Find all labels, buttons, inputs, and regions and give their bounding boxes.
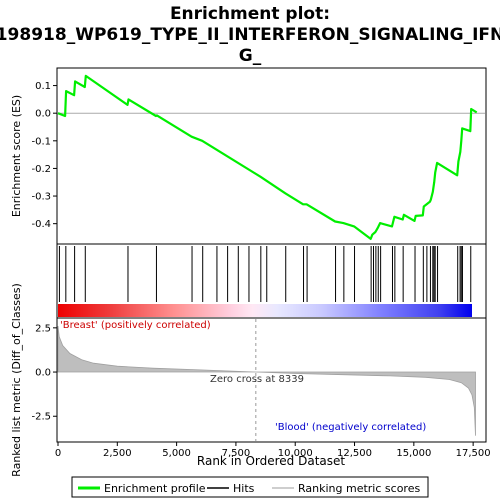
x-tick-label: 12,500 <box>337 448 372 459</box>
es-tick-label: -0.4 <box>31 219 51 230</box>
zero-cross-label: Zero cross at 8339 <box>210 374 304 385</box>
ranking-metric-series <box>57 326 476 436</box>
x-tick-label: 15,000 <box>396 448 431 459</box>
es-tick-label: -0.2 <box>31 164 51 175</box>
metric-panel <box>56 317 487 443</box>
x-tick-label: 5,000 <box>162 448 191 459</box>
es-tick-label: -0.3 <box>31 192 51 203</box>
negative-class-label: 'Blood' (negatively correlated) <box>275 422 426 433</box>
x-axis-ticks: 0 2,500 5,000 7,500 10,000 12,500 15,000 17,500 <box>55 442 491 459</box>
metric-tick-label: -2.5 <box>31 412 51 423</box>
x-tick-label: 17,500 <box>456 448 491 459</box>
ranking-metric-area <box>57 319 476 441</box>
title-line-2: 198918_WP619_TYPE_II_INTERFERON_SIGNALIN… <box>0 25 500 45</box>
es-panel <box>56 67 487 245</box>
metric-y-axis-label: Ranked list metric (Diff_of_Classes) <box>10 283 23 477</box>
x-tick-label: 10,000 <box>278 448 313 459</box>
title-line-1: Enrichment plot: <box>170 4 330 24</box>
x-axis-label: Rank in Ordered Dataset <box>197 454 345 468</box>
es-tick-label: -0.1 <box>31 136 51 147</box>
es-tick-label: 0.0 <box>35 109 51 120</box>
x-tick-label: 0 <box>55 448 61 459</box>
positive-class-label: 'Breast' (positively correlated) <box>60 320 211 331</box>
enrichment-profile-line <box>57 74 478 240</box>
legend-box <box>71 476 429 498</box>
title-line-3: G_ <box>239 46 262 66</box>
x-tick-label: 7,500 <box>222 448 251 459</box>
legend-label-metric: Ranking metric scores <box>298 482 420 495</box>
es-y-axis-ticks: 0.1 0.0 -0.1 -0.2 -0.3 -0.4 <box>31 81 57 230</box>
es-y-axis-label: Enrichment score (ES) <box>10 95 23 217</box>
hit-markers <box>58 246 472 302</box>
ranked-color-bar <box>58 304 472 317</box>
legend-label-hits: Hits <box>233 482 255 495</box>
enrichment-profile-series <box>57 74 478 240</box>
metric-tick-label: 2.5 <box>35 323 51 334</box>
x-tick-label: 2,500 <box>103 448 132 459</box>
legend-label-enrichment: Enrichment profile <box>104 482 206 495</box>
metric-tick-label: 0.0 <box>35 368 51 379</box>
es-tick-label: 0.1 <box>35 81 51 92</box>
metric-y-axis-ticks: 2.5 0.0 -2.5 <box>31 323 57 423</box>
